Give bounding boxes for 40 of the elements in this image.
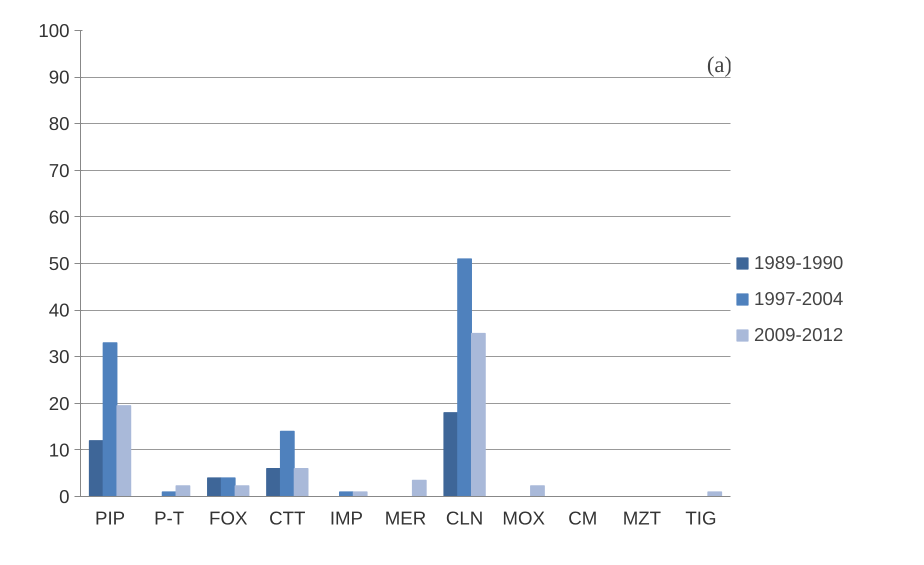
x-tick-label: CTT [269,508,306,528]
y-tick-label: 10 [48,439,70,460]
legend-label: 1989-1990 [754,252,844,274]
bar [530,485,545,496]
y-tick-label: 30 [48,346,70,368]
bar [280,430,295,496]
bar [266,468,281,496]
bar [220,477,236,496]
legend-label: 1997-2004 [754,288,844,310]
x-tick-label: MOX [502,508,546,528]
bar [88,440,104,496]
bar [294,468,308,496]
bar [116,405,132,496]
y-tick-label: 90 [48,66,70,88]
x-tick-label: MZT [622,508,662,528]
bar [176,485,190,496]
bar [457,258,472,496]
bar [470,332,486,496]
y-tick-label: 70 [48,160,70,181]
bar [412,480,427,496]
x-tick-label: P-T [154,508,184,528]
y-tick-label: 100 [38,20,70,41]
x-tick-label: FOX [209,508,248,528]
x-tick-label: CM [568,508,598,528]
x-tick-label: TIG [685,508,717,528]
x-tick-label: PIP [95,508,126,528]
x-tick-label: IMP [330,508,363,528]
y-tick-label: 60 [48,206,70,228]
y-tick-label: 40 [48,300,70,321]
y-tick-label: 0 [59,486,70,507]
y-tick-label: 20 [48,392,70,414]
bar [234,485,250,496]
legend-label: 2009-2012 [754,324,844,346]
bar [207,477,222,496]
y-tick-label: 80 [48,113,70,134]
bar [102,342,118,496]
y-tick-label: 50 [48,253,70,274]
x-tick-label: CLN [446,508,484,528]
bar [443,412,458,496]
x-tick-label: MER [384,508,426,528]
